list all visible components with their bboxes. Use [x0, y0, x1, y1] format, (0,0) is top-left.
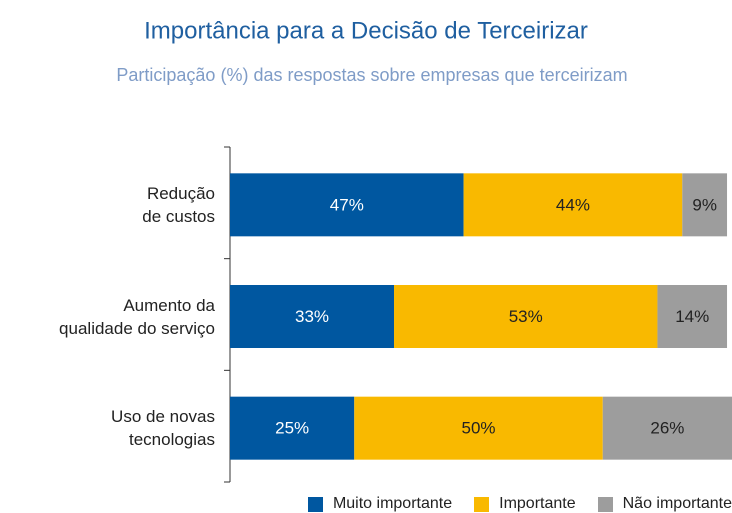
- value-label: 33%: [295, 307, 329, 326]
- value-label: 50%: [461, 419, 495, 438]
- legend-item: Não importante: [597, 495, 732, 513]
- bar-segment: [230, 285, 395, 348]
- value-label: 44%: [556, 195, 590, 214]
- legend-label: Não importante: [622, 495, 732, 512]
- value-label: 53%: [509, 307, 543, 326]
- category-label: Redução de custos: [142, 183, 215, 226]
- legend-swatch: [597, 496, 613, 512]
- bar-segment: [230, 173, 464, 237]
- category-label: Uso de novas tecnologias: [111, 407, 215, 450]
- legend-swatch: [474, 496, 490, 512]
- value-label: 25%: [275, 419, 309, 438]
- value-label: 26%: [650, 419, 684, 438]
- bar-segment: [682, 173, 728, 237]
- legend-label: Muito importante: [332, 495, 453, 512]
- legend: Muito importante Importante Não importante: [307, 495, 732, 513]
- chart-subtitle: Participação (%) das respostas sobre emp…: [116, 65, 627, 85]
- bar-segment: [394, 285, 658, 348]
- legend-item: Muito importante: [307, 495, 453, 513]
- chart-title: Importância para a Decisão de Terceiriza…: [144, 17, 588, 44]
- bar-segment: [657, 285, 728, 348]
- bar-segment: [463, 173, 683, 237]
- legend-swatch: [307, 496, 323, 512]
- bar-segment: [602, 396, 732, 460]
- legend-item: Importante: [474, 495, 576, 513]
- legend-label: Importante: [499, 495, 576, 512]
- bar-segment: [354, 396, 603, 460]
- category-label: Aumento da qualidade do serviço: [59, 295, 215, 338]
- value-label: 14%: [675, 307, 709, 326]
- bar-segment: [230, 396, 355, 460]
- value-label: 47%: [330, 195, 364, 214]
- value-label: 9%: [692, 195, 717, 214]
